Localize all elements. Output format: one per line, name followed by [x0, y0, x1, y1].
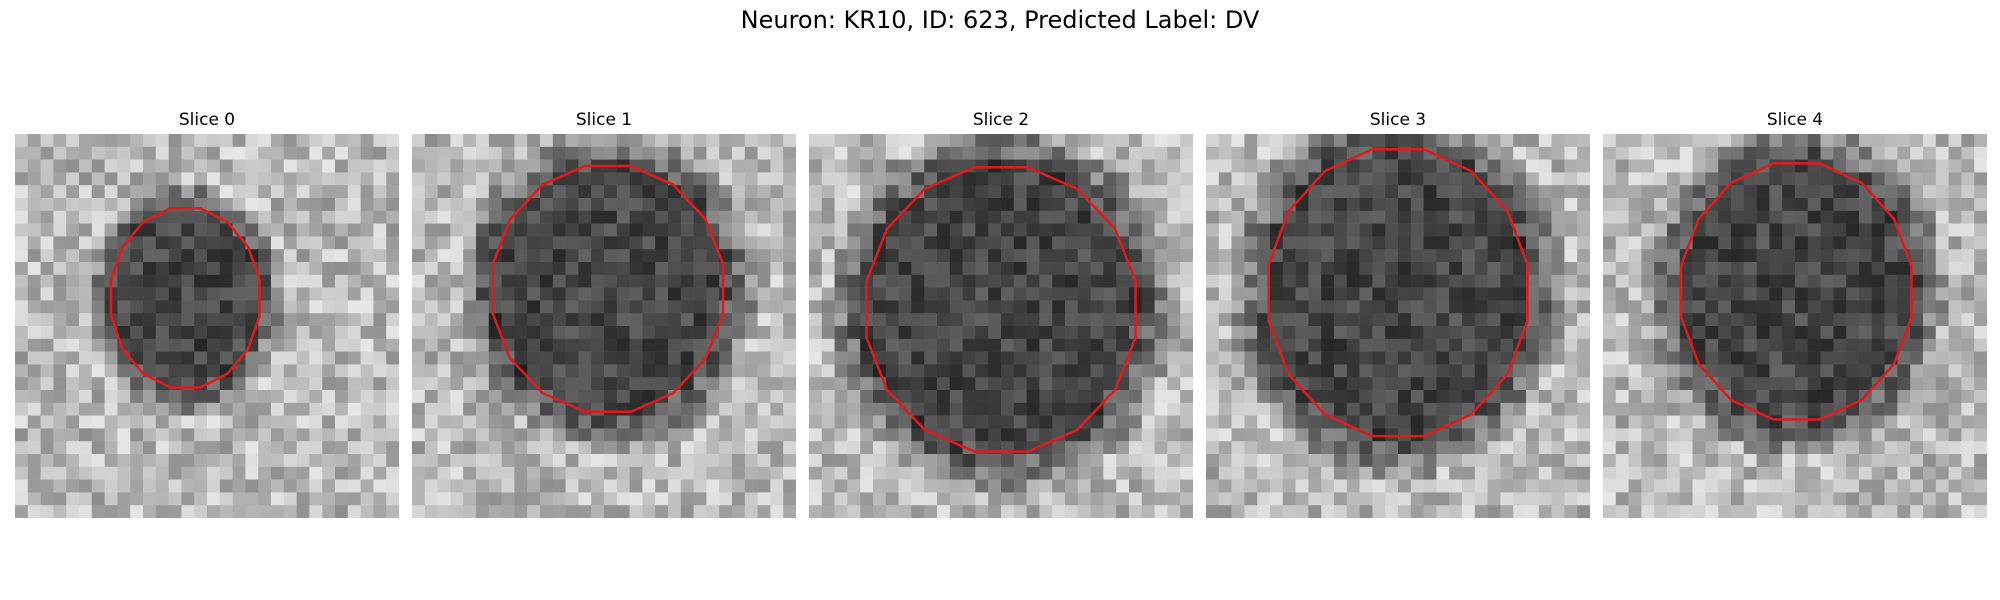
figure-title: Neuron: KR10, ID: 623, Predicted Label: … [740, 6, 1260, 34]
micrograph-svg [1206, 134, 1590, 518]
micrograph-svg [15, 134, 399, 518]
slice-panel-1: Slice 1 [412, 108, 796, 518]
pixel-grid [15, 134, 399, 518]
segmentation-contour [1267, 148, 1529, 438]
pixel-grid [1206, 134, 1590, 518]
slice-image [412, 134, 796, 518]
micrograph-svg [809, 134, 1193, 518]
slice-image [1206, 134, 1590, 518]
segmentation-contour [109, 206, 261, 389]
segmentation-contour [865, 165, 1137, 453]
slice-title: Slice 3 [1369, 110, 1427, 130]
pixel-grid [1603, 134, 1987, 518]
pixel-grid [412, 134, 796, 518]
micrograph-svg [1603, 134, 1987, 518]
slice-panel-4: Slice 4 [1603, 108, 1987, 518]
slice-image [809, 134, 1193, 518]
slice-panel-0: Slice 0 [15, 108, 399, 518]
slice-title: Slice 0 [178, 110, 236, 130]
slice-title: Slice 2 [972, 110, 1030, 130]
slice-title: Slice 4 [1766, 110, 1824, 130]
slice-panel-2: Slice 2 [809, 108, 1193, 518]
slice-image [1603, 134, 1987, 518]
micrograph-svg [412, 134, 796, 518]
segmentation-contour [491, 164, 725, 414]
segmentation-contour [1679, 162, 1913, 421]
pixel-grid [809, 134, 1193, 518]
slice-image [15, 134, 399, 518]
slice-panel-3: Slice 3 [1206, 108, 1590, 518]
slice-title: Slice 1 [575, 110, 633, 130]
